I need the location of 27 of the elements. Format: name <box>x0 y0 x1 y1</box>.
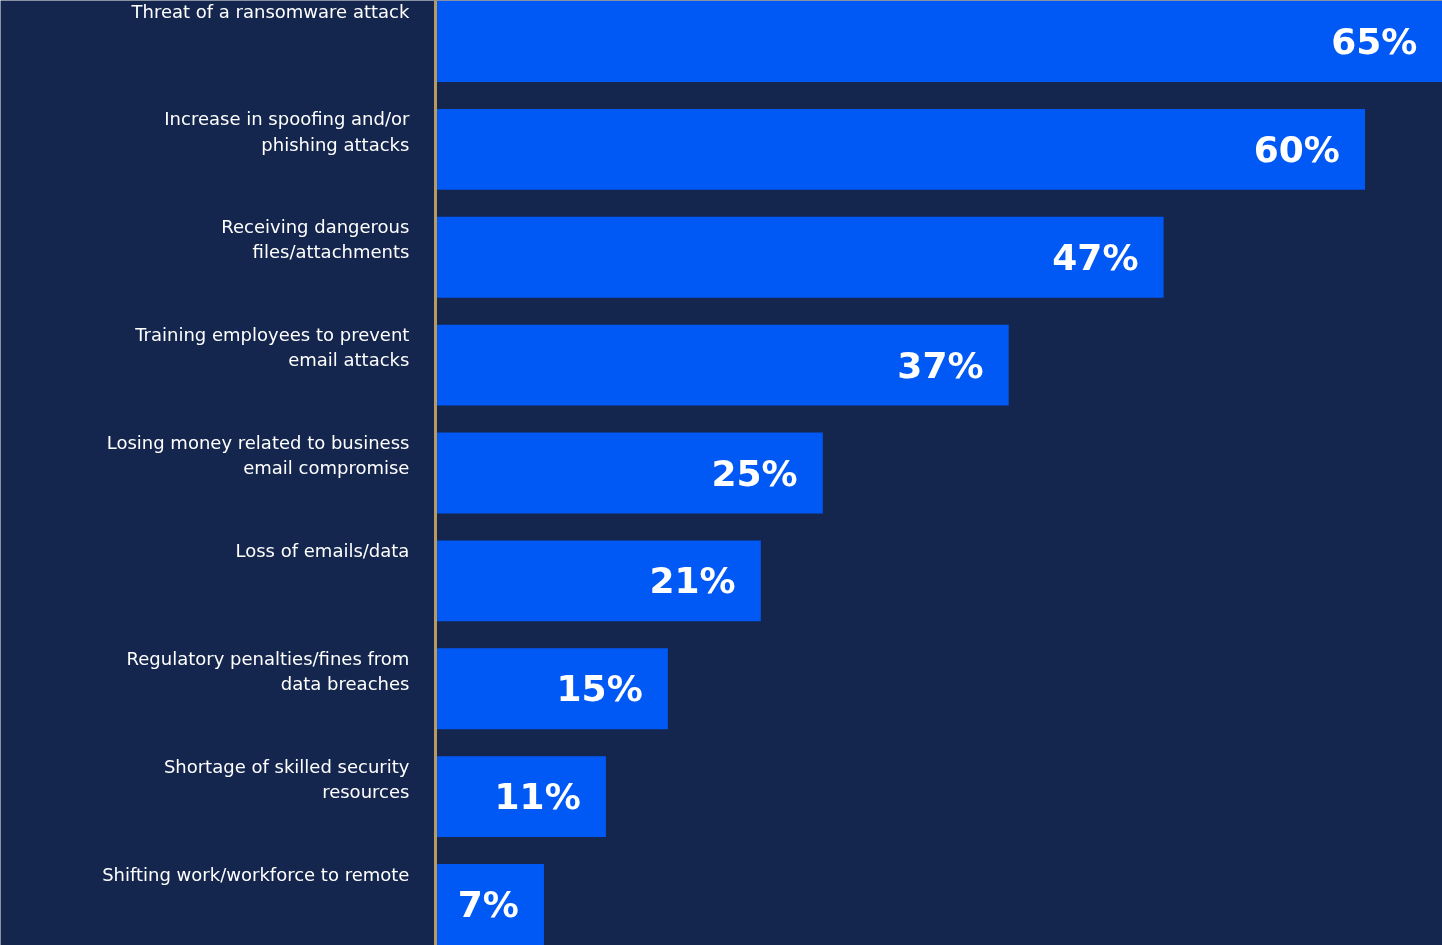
y-tick-label: Loss of emails/data <box>235 539 410 561</box>
data-label: 65% <box>1331 20 1418 62</box>
y-tick-label: Receiving dangerous files/attachments <box>221 216 410 263</box>
data-label: 37% <box>897 344 984 386</box>
y-tick-label: Threat of a ransomware attack <box>130 0 410 22</box>
bar <box>435 216 1164 298</box>
y-tick-label: Shortage of skilled security resources <box>163 755 410 802</box>
data-label: 21% <box>649 560 736 602</box>
data-label: 15% <box>556 668 643 710</box>
data-label: 47% <box>1052 236 1139 278</box>
bar <box>435 1 1442 82</box>
bar <box>435 324 1009 406</box>
y-tick-label: Shifting work/workforce to remote <box>102 863 410 885</box>
data-label: 25% <box>711 452 798 494</box>
data-label: 60% <box>1253 128 1340 170</box>
y-tick-label: Increase in spoofing and/or phishing attacks <box>164 108 410 155</box>
y-tick-label: Losing money related to business email compromise <box>106 432 410 479</box>
y-tick-label: Training employees to prevent email attacks <box>134 324 410 371</box>
bar <box>435 864 544 945</box>
bar <box>435 108 1366 190</box>
bar <box>435 432 823 514</box>
data-label: 7% <box>457 884 519 926</box>
bar <box>435 756 606 838</box>
bar <box>435 540 761 622</box>
y-tick-label: Regulatory penalties/fines from data breaches <box>126 647 410 694</box>
data-label: 11% <box>494 776 581 818</box>
bar <box>435 648 668 730</box>
